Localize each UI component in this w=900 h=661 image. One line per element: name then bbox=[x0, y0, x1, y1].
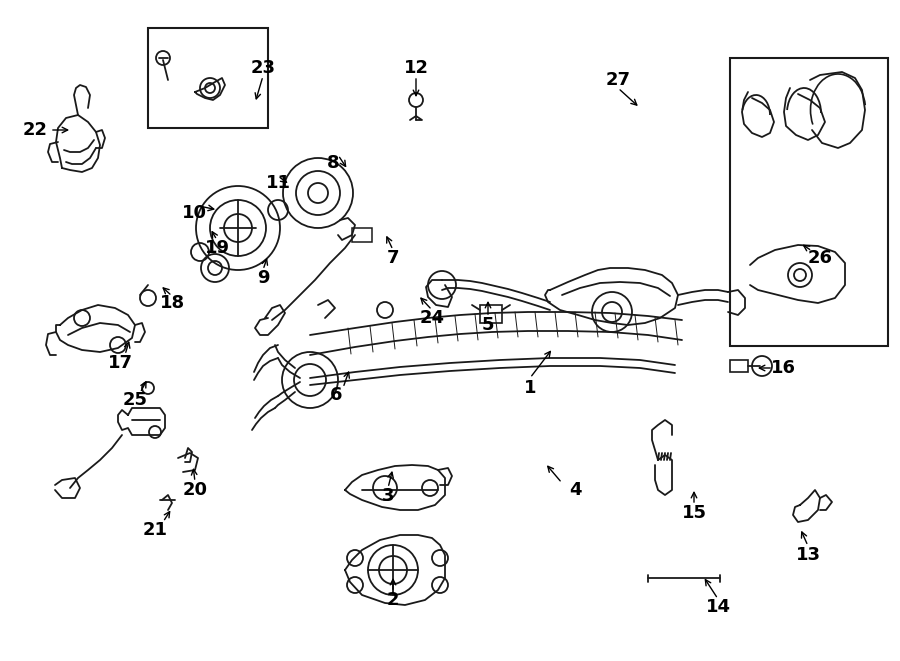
Text: 11: 11 bbox=[266, 174, 291, 192]
Text: 24: 24 bbox=[419, 309, 445, 327]
Bar bbox=[352, 228, 372, 242]
Text: 2: 2 bbox=[387, 591, 400, 609]
Bar bbox=[730, 58, 888, 346]
Bar bbox=[730, 360, 748, 372]
Text: 5: 5 bbox=[482, 316, 494, 334]
Text: 26: 26 bbox=[807, 249, 833, 267]
Text: 22: 22 bbox=[22, 121, 48, 139]
Text: 4: 4 bbox=[569, 481, 581, 499]
Text: 12: 12 bbox=[403, 59, 428, 77]
Text: 21: 21 bbox=[142, 521, 167, 539]
Text: 3: 3 bbox=[382, 487, 394, 505]
Text: 15: 15 bbox=[681, 504, 706, 522]
Text: 27: 27 bbox=[606, 71, 631, 89]
Text: 8: 8 bbox=[327, 154, 339, 172]
Text: 17: 17 bbox=[107, 354, 132, 372]
Bar bbox=[480, 305, 502, 323]
Text: 23: 23 bbox=[250, 59, 275, 77]
Text: 20: 20 bbox=[183, 481, 208, 499]
Text: 18: 18 bbox=[159, 294, 184, 312]
Text: 25: 25 bbox=[122, 391, 148, 409]
Text: 9: 9 bbox=[256, 269, 269, 287]
Text: 14: 14 bbox=[706, 598, 731, 616]
Text: 19: 19 bbox=[204, 239, 230, 257]
Bar bbox=[148, 28, 268, 128]
Text: 6: 6 bbox=[329, 386, 342, 404]
Text: 16: 16 bbox=[770, 359, 796, 377]
Text: 7: 7 bbox=[387, 249, 400, 267]
Text: 10: 10 bbox=[182, 204, 206, 222]
Text: 1: 1 bbox=[524, 379, 536, 397]
Text: 13: 13 bbox=[796, 546, 821, 564]
